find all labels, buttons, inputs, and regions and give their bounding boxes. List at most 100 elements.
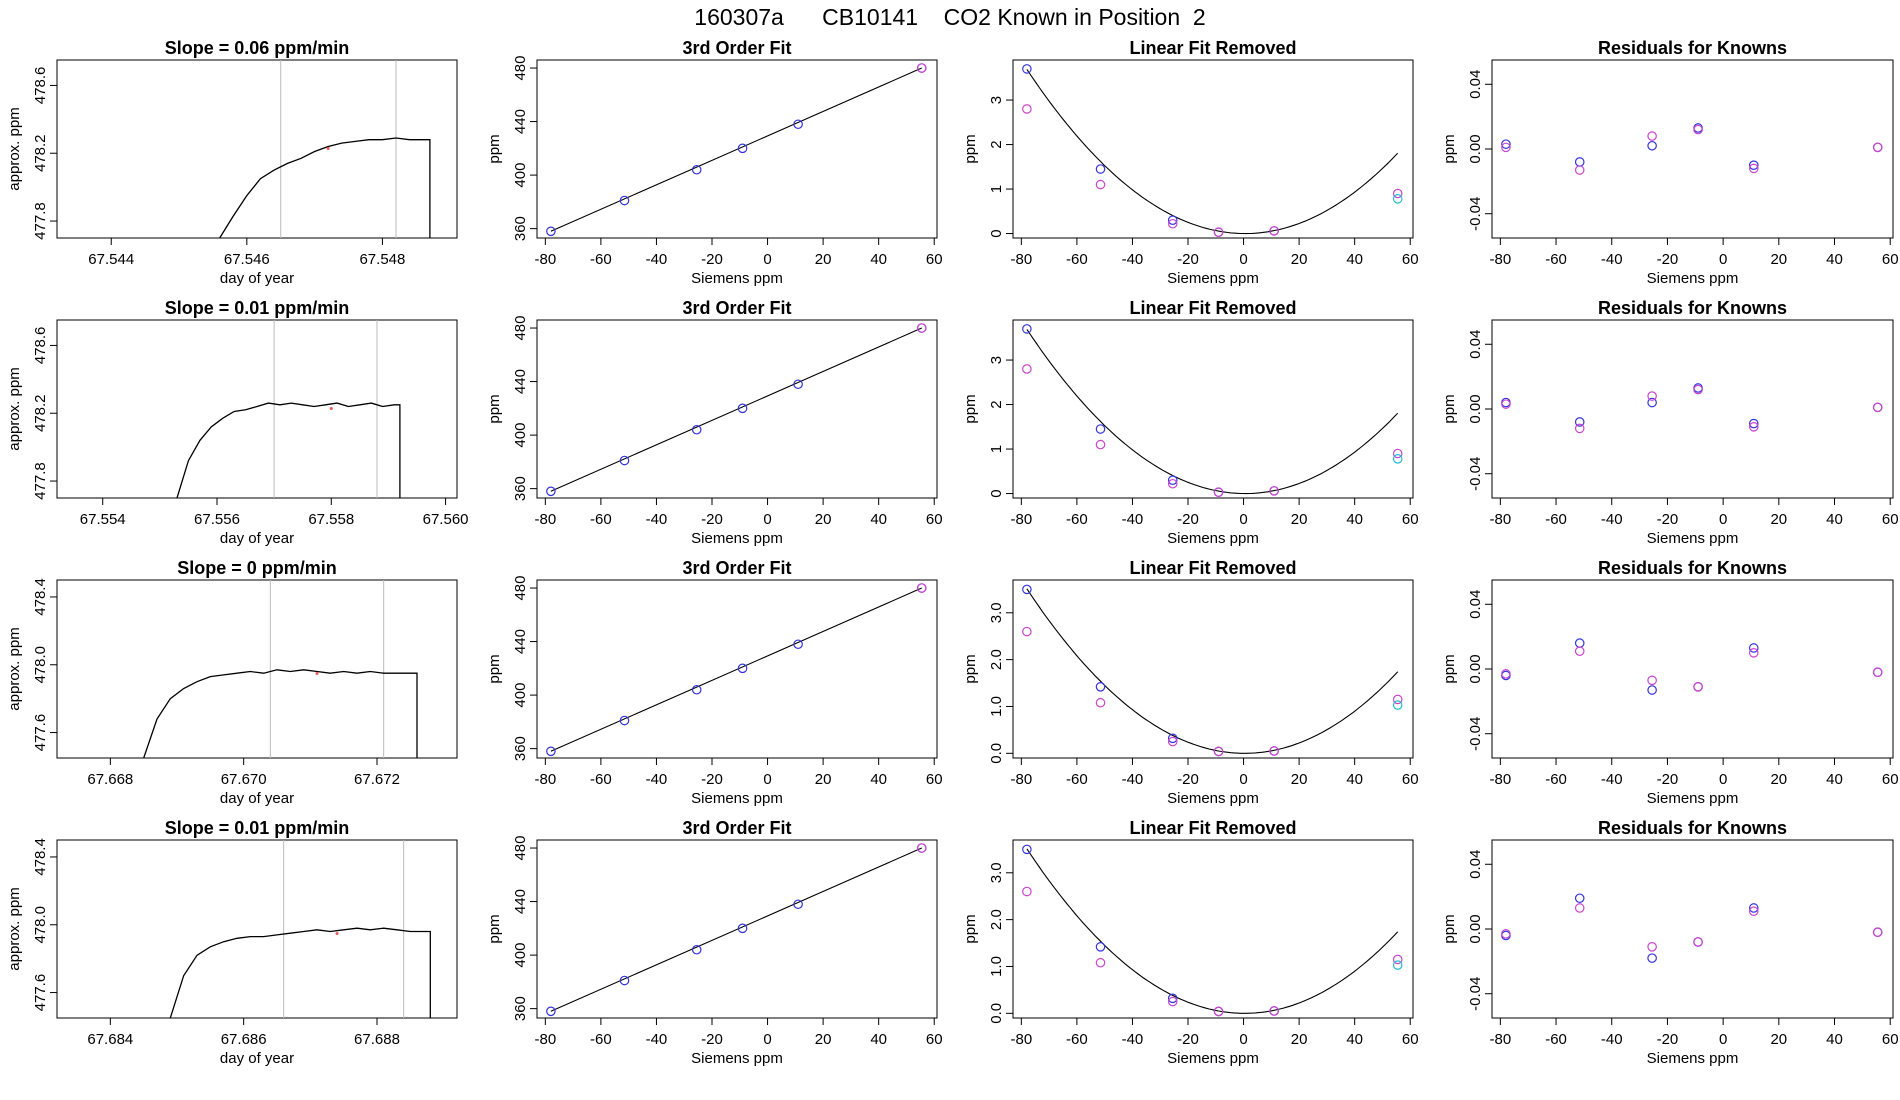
average-marker	[315, 672, 319, 676]
data-point	[546, 486, 556, 497]
plot-frame	[1491, 319, 1894, 499]
x-tick-label: 67.668	[87, 771, 133, 788]
y-tick-label: 480	[512, 316, 529, 341]
x-tick-label: 20	[1291, 511, 1308, 528]
panel-title: 3rd Order Fit	[682, 38, 791, 58]
data-point	[1095, 439, 1106, 450]
data-point	[1693, 384, 1703, 395]
y-tick-label: 1	[988, 445, 1005, 453]
x-axis-label: Siemens ppm	[1167, 530, 1259, 547]
y-axis-label: ppm	[486, 654, 503, 683]
x-axis-label: Siemens ppm	[1167, 1050, 1259, 1067]
y-tick-label: 0.04	[1467, 70, 1484, 99]
y-tick-label: 3	[988, 356, 1005, 364]
plot-area	[1501, 123, 1883, 175]
x-tick-label: 0	[1239, 1031, 1247, 1048]
x-axis-label: Siemens ppm	[1647, 270, 1739, 287]
data-point	[691, 684, 702, 695]
x-tick-label: 20	[1770, 511, 1787, 528]
data-point	[1748, 421, 1759, 432]
x-tick-label: 67.670	[221, 771, 267, 788]
x-tick-label: 20	[815, 1031, 832, 1048]
y-tick-label: 0	[988, 229, 1005, 237]
x-tick-label: -60	[590, 511, 612, 528]
data-point	[916, 63, 927, 73]
fit-line	[550, 587, 922, 752]
x-tick-label: 0	[1239, 771, 1247, 788]
data-point	[1095, 179, 1106, 190]
panel-title: 3rd Order Fit	[682, 558, 791, 578]
plot-area	[1022, 584, 1403, 757]
plot-frame	[56, 319, 458, 499]
x-tick-label: 67.684	[87, 1031, 133, 1048]
data-point	[793, 379, 803, 390]
data-point	[916, 843, 927, 853]
plot-area	[546, 843, 927, 1017]
y-tick-label: 3.0	[988, 602, 1005, 623]
y-tick-label: 0.00	[1467, 134, 1484, 163]
x-axis-label: day of year	[220, 1050, 294, 1067]
data-point	[1748, 906, 1759, 916]
data-point	[1501, 929, 1511, 939]
y-tick-label: 477.8	[32, 462, 49, 500]
x-tick-label: -80	[1490, 1031, 1512, 1048]
x-tick-label: 0	[763, 771, 771, 788]
y-tick-label: 3.0	[988, 862, 1005, 883]
y-axis-label: approx. ppm	[6, 887, 23, 970]
panel-title: Slope = 0.01 ppm/min	[165, 298, 350, 318]
y-tick-label: 440	[512, 889, 529, 914]
plot-area	[1022, 64, 1403, 238]
data-point	[1022, 584, 1032, 595]
data-point	[737, 143, 748, 154]
plot-area	[1501, 638, 1883, 695]
x-tick-label: 20	[1770, 771, 1787, 788]
data-point	[1693, 937, 1703, 947]
data-point	[691, 424, 702, 435]
trace-line	[176, 402, 401, 498]
data-point	[1167, 733, 1178, 744]
panel-fit-row1: 3rd Order Fit -80 -60 -40 -20 0 20 40 60 360 400 44…	[486, 38, 943, 287]
x-tick-label: 67.558	[308, 511, 354, 528]
data-point	[1647, 140, 1657, 151]
figure-title: 160307a CB10141 CO2 Known in Position 2	[694, 4, 1206, 30]
data-point	[1501, 399, 1511, 409]
y-axis-label: ppm	[1441, 394, 1458, 423]
data-point	[1392, 454, 1403, 464]
x-tick-label: -20	[701, 251, 723, 268]
plot-frame	[56, 59, 458, 239]
fit-line	[550, 847, 922, 1012]
panel-timeseries-row2: Slope = 0.01 ppm/min 67.554 67.556 67.558 67…	[6, 298, 469, 547]
y-tick-label: 480	[512, 56, 529, 81]
plot-area	[546, 583, 927, 757]
data-point	[1392, 194, 1403, 204]
average-marker	[329, 406, 333, 410]
x-axis-label: Siemens ppm	[691, 790, 783, 807]
x-tick-label: 0	[1719, 1031, 1727, 1048]
panel-title: Linear Fit Removed	[1129, 558, 1296, 578]
x-tick-label: -80	[1490, 511, 1512, 528]
x-tick-label: 40	[1826, 251, 1843, 268]
x-axis-label: Siemens ppm	[1647, 530, 1739, 547]
y-tick-label: 400	[512, 423, 529, 448]
data-point	[737, 403, 748, 414]
panel-resid-row3: Residuals for Knowns -80 -60 -40 -20 0 20 40 60 -…	[1441, 558, 1899, 807]
data-point	[1095, 681, 1106, 692]
y-tick-label: 478.0	[32, 906, 49, 944]
x-tick-label: 0	[1719, 251, 1727, 268]
y-axis-label: ppm	[962, 134, 979, 163]
x-tick-label: 20	[1291, 771, 1308, 788]
y-tick-label: 478.2	[32, 394, 49, 432]
data-point	[1693, 681, 1703, 692]
panel-linfit-row2: Linear Fit Removed -80 -60 -40 -20 0 20 40 60 0 1 2…	[962, 298, 1419, 547]
data-point	[1748, 648, 1759, 658]
panel-title: Linear Fit Removed	[1129, 298, 1296, 318]
quadratic-curve	[1026, 69, 1399, 235]
y-tick-label: -0.04	[1467, 197, 1484, 231]
x-tick-label: -20	[701, 1031, 723, 1048]
data-point	[1022, 364, 1032, 374]
x-tick-label: 67.544	[88, 251, 134, 268]
x-tick-label: 60	[1882, 771, 1899, 788]
data-point	[1647, 397, 1657, 408]
data-point	[1647, 675, 1657, 686]
